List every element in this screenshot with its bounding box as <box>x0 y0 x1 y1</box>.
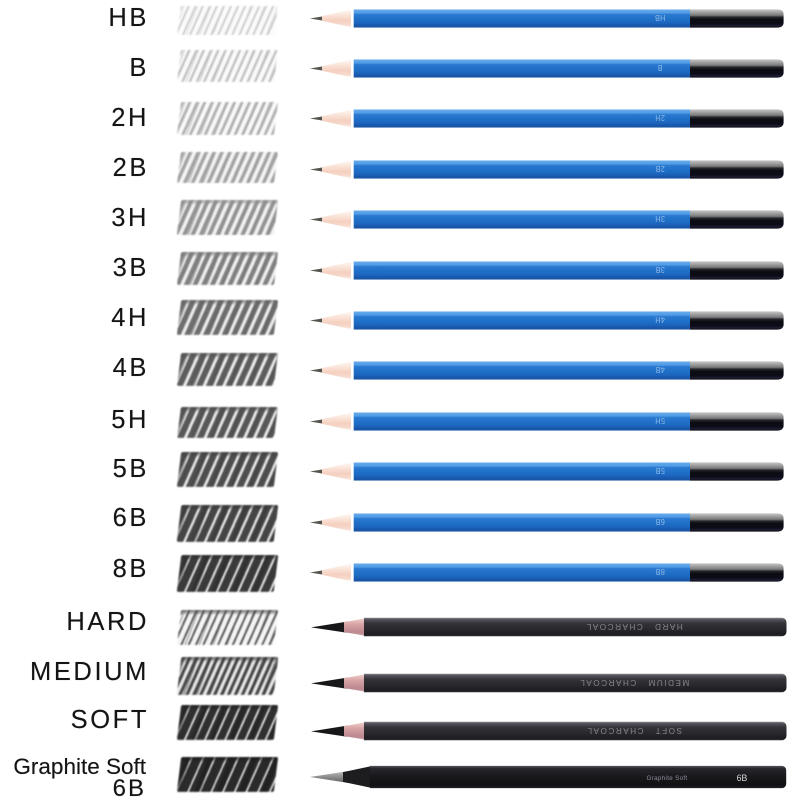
svg-text:HB: HB <box>655 13 666 22</box>
svg-text:2B: 2B <box>655 164 665 173</box>
svg-text:3B: 3B <box>655 265 665 274</box>
svg-text:3H: 3H <box>655 214 665 223</box>
svg-text:8B: 8B <box>655 567 665 576</box>
svg-text:5H: 5H <box>655 416 665 425</box>
svg-text:HARD CHARCOAL: HARD CHARCOAL <box>585 622 682 632</box>
svg-text:4H: 4H <box>655 315 665 324</box>
svg-text:Graphite Soft: Graphite Soft <box>647 775 688 782</box>
svg-text:B: B <box>657 63 662 72</box>
svg-text:5B: 5B <box>655 466 665 475</box>
svg-text:6B: 6B <box>655 517 665 526</box>
svg-text:4B: 4B <box>655 365 665 374</box>
svg-text:6B: 6B <box>737 773 748 783</box>
svg-text:SOFT CHARCOAL: SOFT CHARCOAL <box>586 726 682 736</box>
svg-text:MEDIUM CHARCOAL: MEDIUM CHARCOAL <box>579 678 689 688</box>
svg-text:2H: 2H <box>655 113 665 122</box>
